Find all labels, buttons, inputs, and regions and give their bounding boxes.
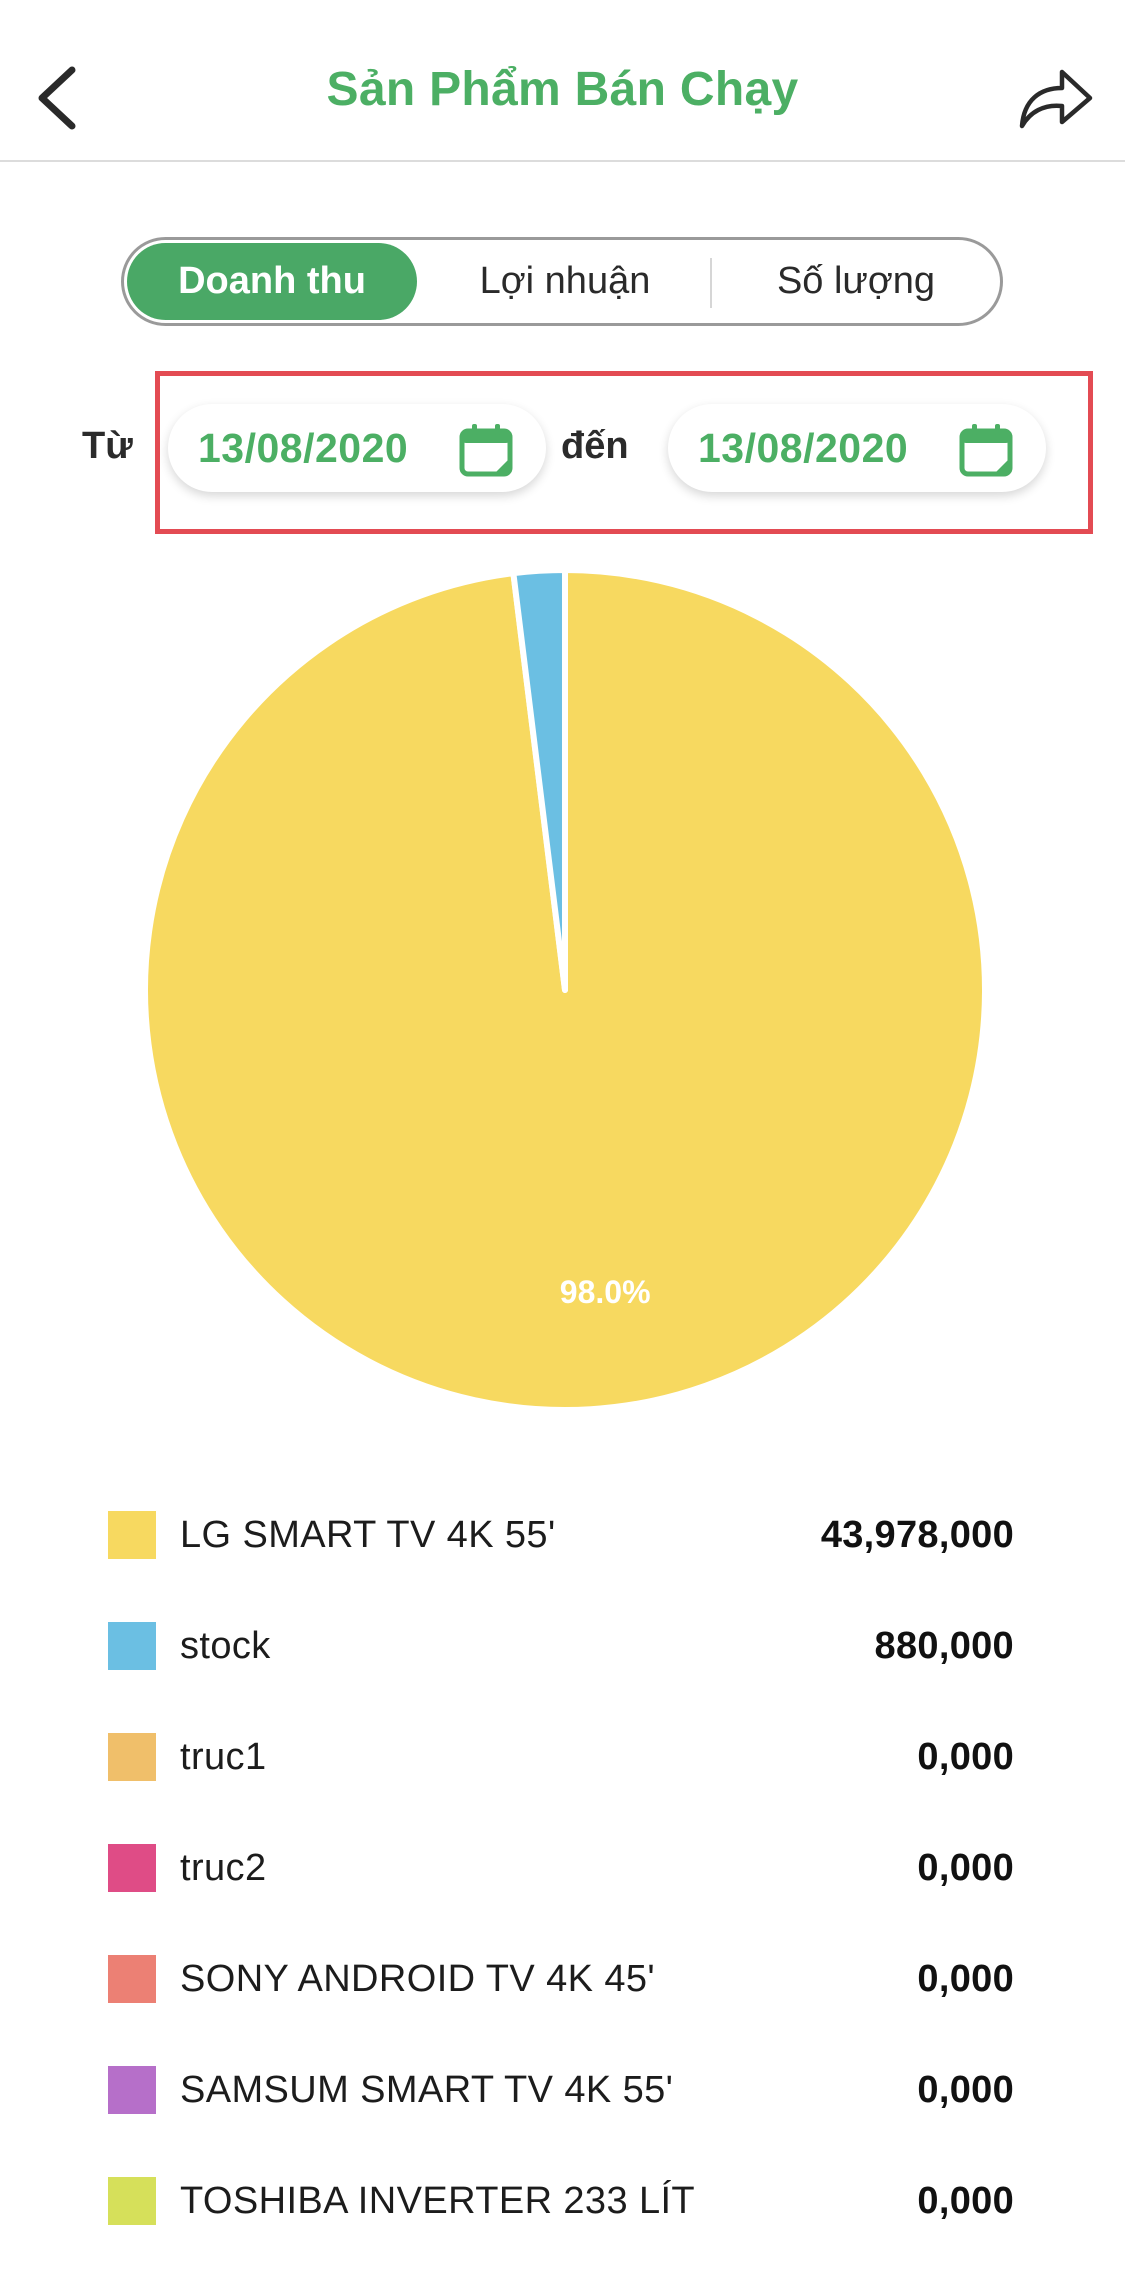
- metric-tabs: Doanh thu Lợi nhuận Số lượng: [121, 237, 1003, 326]
- to-date-value: 13/08/2020: [698, 425, 909, 471]
- share-arrow-icon: [1019, 69, 1093, 129]
- legend-value: 0,000: [917, 1736, 1014, 1778]
- page-title: Sản Phẩm Bán Chạy: [326, 63, 799, 116]
- tab-so-luong[interactable]: Số lượng: [776, 260, 936, 302]
- legend-swatch: [108, 1844, 156, 1892]
- legend-product-name: SONY ANDROID TV 4K 45': [180, 1958, 656, 2000]
- legend-value: 880,000: [874, 1625, 1014, 1667]
- legend-item[interactable]: truc1 0,000: [108, 1727, 1014, 1787]
- date-range-highlight: [155, 371, 1093, 534]
- calendar-icon: [459, 424, 513, 477]
- back-button[interactable]: [28, 58, 84, 134]
- legend-product-name: LG SMART TV 4K 55': [180, 1514, 556, 1556]
- legend-swatch: [108, 1955, 156, 2003]
- legend-value: 43,978,000: [820, 1514, 1014, 1556]
- legend-swatch: [108, 1733, 156, 1781]
- chevron-left-icon: [38, 66, 76, 130]
- header-bar: Sản Phẩm Bán Chạy: [0, 0, 1125, 162]
- from-date-value: 13/08/2020: [198, 425, 409, 471]
- legend-item[interactable]: TOSHIBA INVERTER 233 LÍT 0,000: [108, 2171, 1014, 2231]
- legend-item[interactable]: stock 880,000: [108, 1616, 1014, 1676]
- legend-item[interactable]: truc2 0,000: [108, 1838, 1014, 1898]
- from-date-picker[interactable]: 13/08/2020: [168, 404, 546, 492]
- to-label: đến: [561, 425, 629, 467]
- legend-product-name: stock: [180, 1625, 271, 1667]
- tab-doanh-thu[interactable]: Doanh thu: [127, 243, 417, 320]
- share-button[interactable]: [1016, 60, 1096, 136]
- legend-value: 0,000: [917, 2069, 1014, 2111]
- legend-value: 0,000: [917, 1958, 1014, 2000]
- legend-swatch: [108, 2066, 156, 2114]
- legend-product-name: truc1: [180, 1736, 267, 1778]
- legend-item[interactable]: SAMSUM SMART TV 4K 55' 0,000: [108, 2060, 1014, 2120]
- legend-item[interactable]: SONY ANDROID TV 4K 45' 0,000: [108, 1949, 1014, 2009]
- pie-slice-label: 98.0%: [560, 1274, 651, 1310]
- legend-product-name: truc2: [180, 1847, 267, 1889]
- legend-product-name: TOSHIBA INVERTER 233 LÍT: [180, 2180, 696, 2222]
- calendar-icon: [959, 424, 1013, 477]
- legend-value: 0,000: [917, 2180, 1014, 2222]
- to-date-picker[interactable]: 13/08/2020: [668, 404, 1046, 492]
- tab-loi-nhuan[interactable]: Lợi nhuận: [479, 260, 651, 302]
- legend-swatch: [108, 2177, 156, 2225]
- legend-swatch: [108, 1622, 156, 1670]
- legend-item[interactable]: LG SMART TV 4K 55' 43,978,000: [108, 1505, 1014, 1565]
- from-label: Từ: [82, 425, 133, 467]
- tab-divider: [710, 258, 712, 308]
- legend-swatch: [108, 1511, 156, 1559]
- legend-product-name: SAMSUM SMART TV 4K 55': [180, 2069, 674, 2111]
- pie-chart: 98.0%: [145, 567, 985, 1410]
- pie-slice-1[interactable]: [510, 567, 568, 993]
- legend-value: 0,000: [917, 1847, 1014, 1889]
